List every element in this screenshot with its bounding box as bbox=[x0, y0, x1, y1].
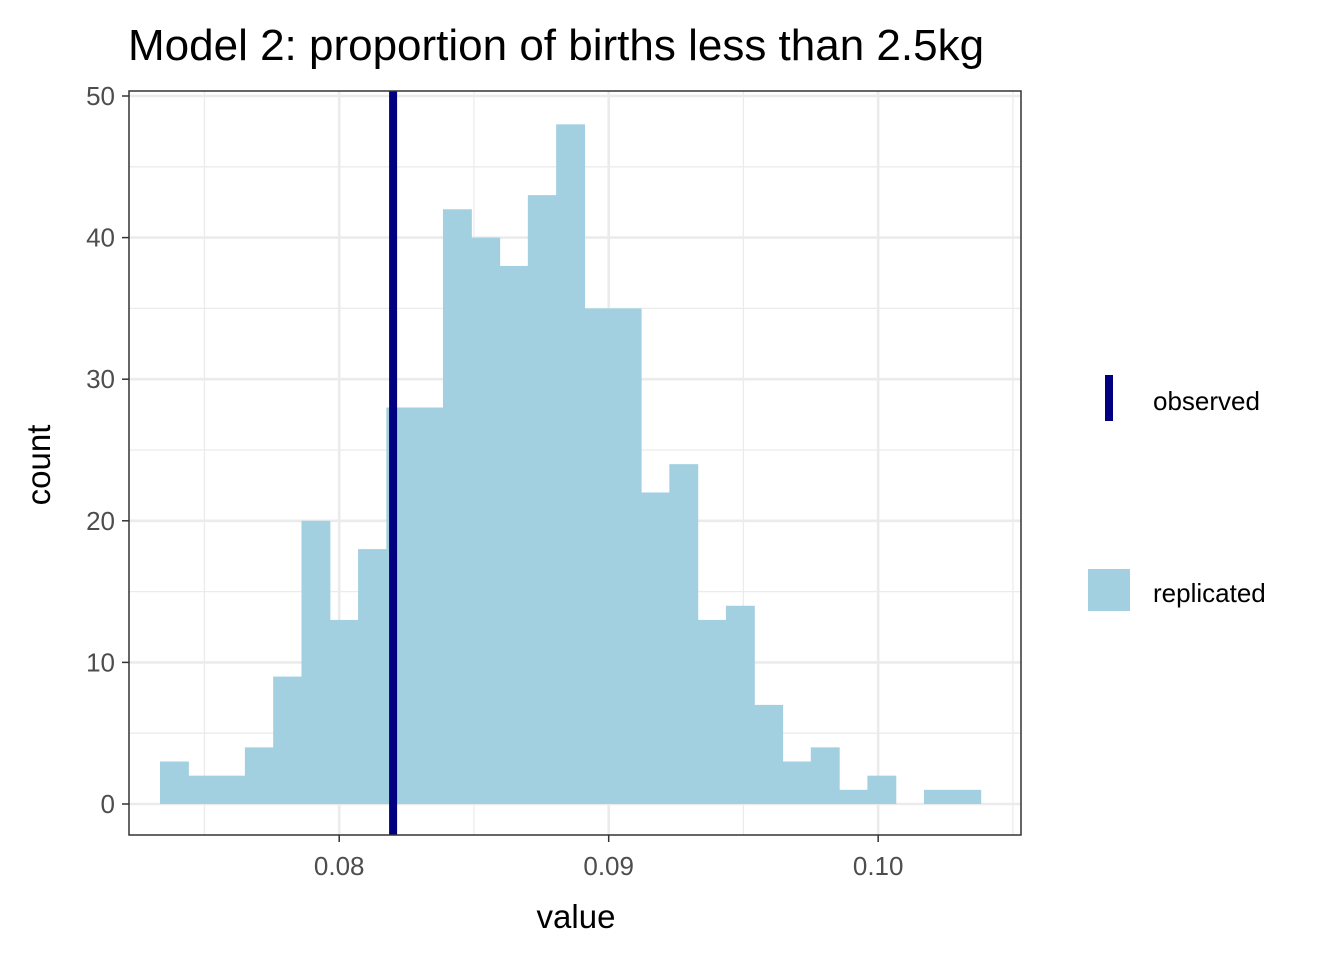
histogram-bar bbox=[697, 619, 727, 804]
histogram-bar bbox=[471, 237, 501, 805]
histogram-bar bbox=[216, 775, 246, 804]
histogram-bar bbox=[923, 789, 953, 804]
histogram-bar bbox=[641, 492, 670, 804]
histogram-bar bbox=[414, 407, 444, 804]
y-axis: 0 10 20 30 40 50 bbox=[86, 81, 129, 819]
histogram-bar bbox=[669, 464, 699, 804]
histogram-bar bbox=[725, 605, 755, 804]
plot-panel bbox=[128, 90, 1022, 836]
y-tick-label: 30 bbox=[86, 364, 115, 394]
histogram-bar bbox=[556, 124, 586, 804]
y-tick-label: 0 bbox=[101, 789, 115, 819]
histogram-bar bbox=[273, 676, 303, 804]
legend-replicated-label: replicated bbox=[1153, 578, 1266, 608]
histogram-bar bbox=[527, 195, 557, 804]
legend-observed-label: observed bbox=[1153, 386, 1260, 416]
legend-observed-key bbox=[1105, 375, 1113, 421]
x-axis: 0.08 0.09 0.10 bbox=[314, 835, 904, 881]
legend: observed replicated bbox=[1088, 375, 1266, 611]
histogram-bar bbox=[839, 789, 868, 804]
y-tick-label: 50 bbox=[86, 81, 115, 111]
histogram-bar bbox=[329, 619, 359, 804]
histogram-bar bbox=[159, 761, 189, 804]
histogram-bar bbox=[442, 209, 472, 804]
histogram-bar bbox=[499, 265, 529, 804]
legend-replicated-key bbox=[1088, 569, 1130, 611]
histogram-bar bbox=[867, 775, 897, 804]
histogram-bar bbox=[188, 775, 218, 804]
histogram-bar bbox=[810, 747, 840, 804]
histogram-bar bbox=[612, 308, 642, 804]
y-tick-label: 20 bbox=[86, 506, 115, 536]
y-tick-label: 40 bbox=[86, 223, 115, 253]
histogram-bar bbox=[782, 761, 812, 804]
y-tick-label: 10 bbox=[86, 647, 115, 677]
x-tick-label: 0.09 bbox=[583, 851, 634, 881]
histogram-bar bbox=[301, 520, 331, 804]
x-axis-title: value bbox=[537, 898, 616, 935]
histogram-bar bbox=[754, 704, 784, 804]
y-axis-title: count bbox=[20, 425, 57, 506]
x-tick-label: 0.08 bbox=[314, 851, 365, 881]
x-tick-label: 0.10 bbox=[853, 851, 904, 881]
histogram-bar bbox=[358, 549, 387, 804]
histogram-bar bbox=[584, 308, 614, 804]
histogram-bar bbox=[244, 747, 274, 804]
histogram-bar bbox=[952, 789, 982, 804]
chart-title: Model 2: proportion of births less than … bbox=[128, 21, 984, 70]
